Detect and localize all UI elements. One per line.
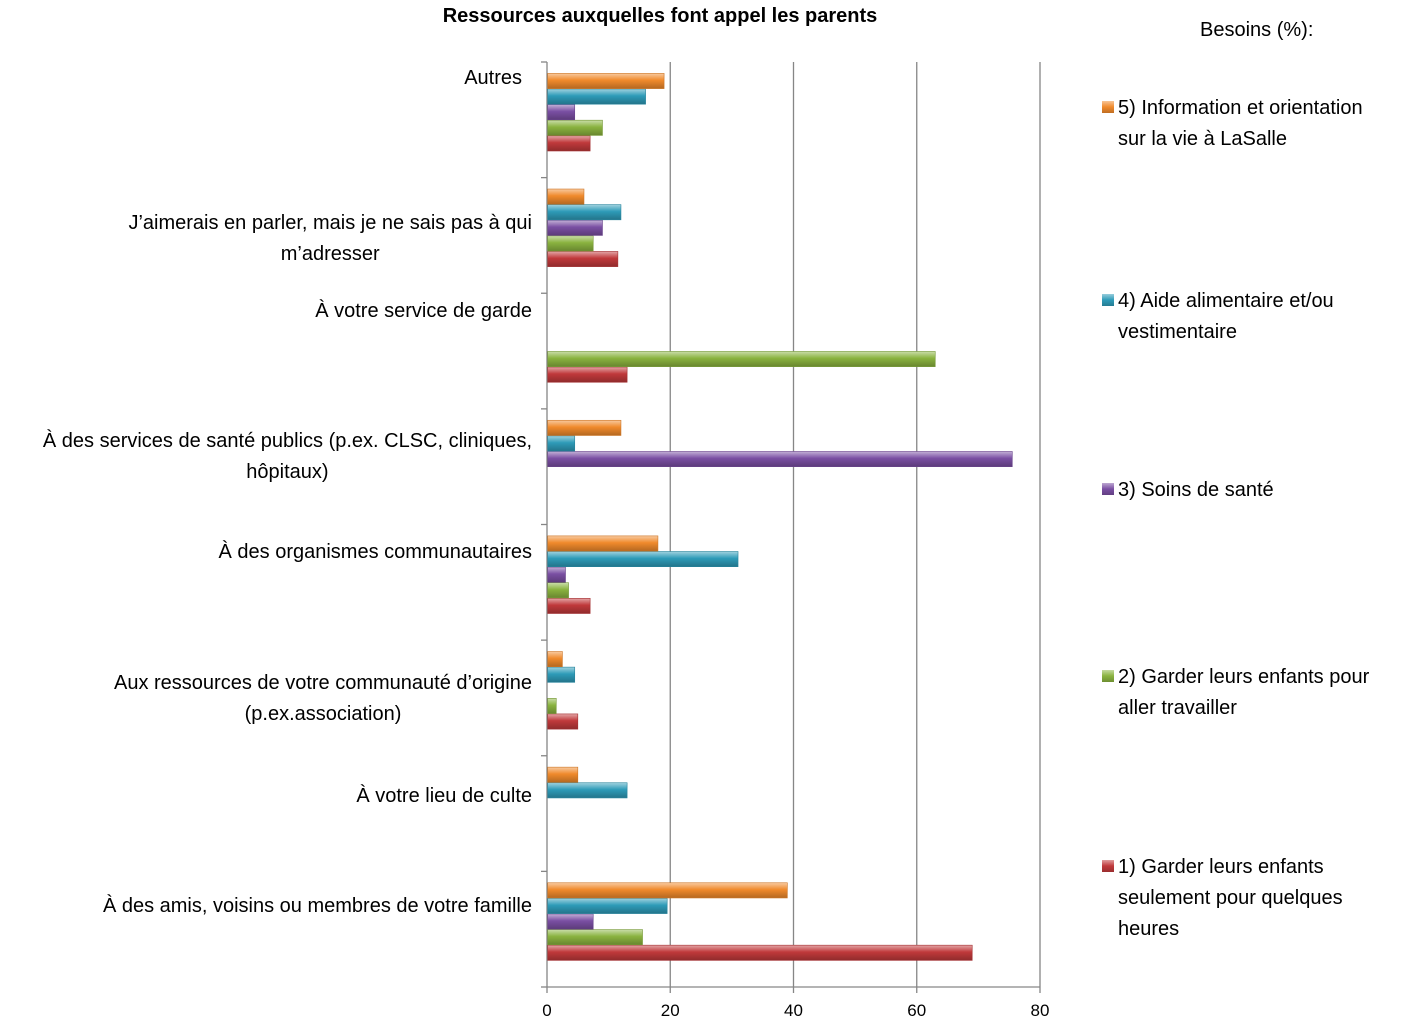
bar-5-category-2 <box>547 766 579 783</box>
legend-label-line: sur la vie à LaSalle <box>1118 128 1287 150</box>
bar-3-category-1 <box>547 913 594 930</box>
bar-1-category-3 <box>547 713 579 730</box>
category-label-line: J’aimerais en parler, mais je ne sais pa… <box>128 211 532 234</box>
bar-5-category-3 <box>547 651 563 668</box>
category-label-line: À des organismes communautaires <box>218 540 532 563</box>
category-label-line: À des amis, voisins ou membres de votre … <box>102 894 532 917</box>
category-label-line: Aux ressources de votre communauté d’ori… <box>114 671 532 694</box>
legend-label: 2) Garder leurs enfants pour aller travai… <box>1118 662 1402 724</box>
x-tick-label: 20 <box>660 1001 680 1020</box>
category-label-line: À votre service de garde <box>315 299 532 322</box>
category-label: Autres <box>464 63 522 94</box>
bar-4-category-1 <box>547 898 668 914</box>
category-label: J’aimerais en parler, mais je ne sais pa… <box>128 208 532 270</box>
category-label-line: Autres <box>464 66 522 89</box>
legend-label-line: 1) Garder leurs enfants <box>1118 856 1324 878</box>
bar-2-category-1 <box>547 929 643 946</box>
bar-4-category-4 <box>547 551 739 567</box>
legend-title: Besoins (%): <box>1200 19 1314 41</box>
legend-item: 3) Soins de santé <box>1102 475 1402 506</box>
legend-label-line: heures <box>1118 918 1180 940</box>
bar-1-category-7 <box>547 251 619 267</box>
x-tick-label: 80 <box>1030 1001 1050 1020</box>
x-tick-label: 0 <box>542 1001 552 1020</box>
category-label: À votre service de garde <box>315 296 532 327</box>
bar-1-category-8 <box>547 135 591 152</box>
legend-item: 4) Aide alimentaire et/ou vestimentaire <box>1102 286 1402 348</box>
category-label-line: m’adresser <box>280 242 380 265</box>
bar-4-category-8 <box>547 88 646 105</box>
bar-5-category-8 <box>547 73 665 89</box>
legend-swatch <box>1102 294 1114 306</box>
bar-3-category-5 <box>547 451 1013 467</box>
legend-label-line: 2) Garder leurs enfants pour <box>1118 666 1370 688</box>
legend-label: 3) Soins de santé <box>1118 475 1402 506</box>
bar-3-category-8 <box>547 104 576 121</box>
bar-2-category-8 <box>547 119 603 136</box>
bar-5-category-5 <box>547 419 622 436</box>
category-label-line: (p.ex.association) <box>244 702 402 725</box>
category-label-line: hôpitaux) <box>246 460 329 483</box>
legend-swatch <box>1102 483 1114 495</box>
legend-label: 5) Information et orientation sur la vie … <box>1118 93 1402 155</box>
bar-1-category-6 <box>547 366 628 383</box>
bar-3-category-4 <box>547 566 566 583</box>
bar-5-category-1 <box>547 882 788 899</box>
bar-5-category-7 <box>547 188 585 205</box>
bar-2-category-3 <box>547 698 557 714</box>
legend-item: 2) Garder leurs enfants pour aller travai… <box>1102 662 1402 724</box>
x-tick-label: 60 <box>907 1001 927 1020</box>
bar-2-category-6 <box>547 351 936 367</box>
x-tick-label: 40 <box>784 1001 803 1020</box>
legend-label-line: vestimentaire <box>1118 321 1237 343</box>
legend-label-line: aller travailler <box>1118 697 1237 719</box>
legend-label: 4) Aide alimentaire et/ou vestimentaire <box>1118 286 1402 348</box>
legend-label-line: 4) Aide alimentaire et/ou <box>1118 290 1334 312</box>
category-label: À des services de santé publics (p.ex. C… <box>43 426 532 488</box>
category-label: À des amis, voisins ou membres de votre … <box>103 891 532 922</box>
category-label: Aux ressources de votre communauté d’ori… <box>114 668 532 730</box>
category-label: À des organismes communautaires <box>219 537 532 568</box>
category-label: À votre lieu de culte <box>356 781 532 812</box>
legend-swatch <box>1102 101 1114 113</box>
bar-4-category-5 <box>547 435 576 452</box>
category-label-line: À des services de santé publics (p.ex. C… <box>42 429 532 452</box>
bar-4-category-2 <box>547 782 628 799</box>
legend-item: 1) Garder leurs enfants seulement pour qu… <box>1102 852 1402 945</box>
bar-1-category-4 <box>547 597 591 614</box>
legend-label: 1) Garder leurs enfants seulement pour qu… <box>1118 852 1402 945</box>
bar-3-category-7 <box>547 219 603 236</box>
bar-1-category-1 <box>547 944 973 961</box>
bar-5-category-4 <box>547 535 659 552</box>
bar-2-category-7 <box>547 235 594 252</box>
category-label-line: À votre lieu de culte <box>356 784 532 807</box>
bar-2-category-4 <box>547 582 569 599</box>
legend-item: 5) Information et orientation sur la vie … <box>1102 93 1402 155</box>
legend-swatch <box>1102 670 1114 682</box>
legend-label-line: seulement pour quelques <box>1118 887 1343 909</box>
chart-title: Ressources auxquelles font appel les par… <box>442 5 878 27</box>
bar-4-category-7 <box>547 204 622 221</box>
legend-label-line: 5) Information et orientation <box>1118 97 1363 119</box>
legend-swatch <box>1102 860 1114 872</box>
legend-label-line: 3) Soins de santé <box>1118 479 1274 501</box>
bar-4-category-3 <box>547 666 576 683</box>
